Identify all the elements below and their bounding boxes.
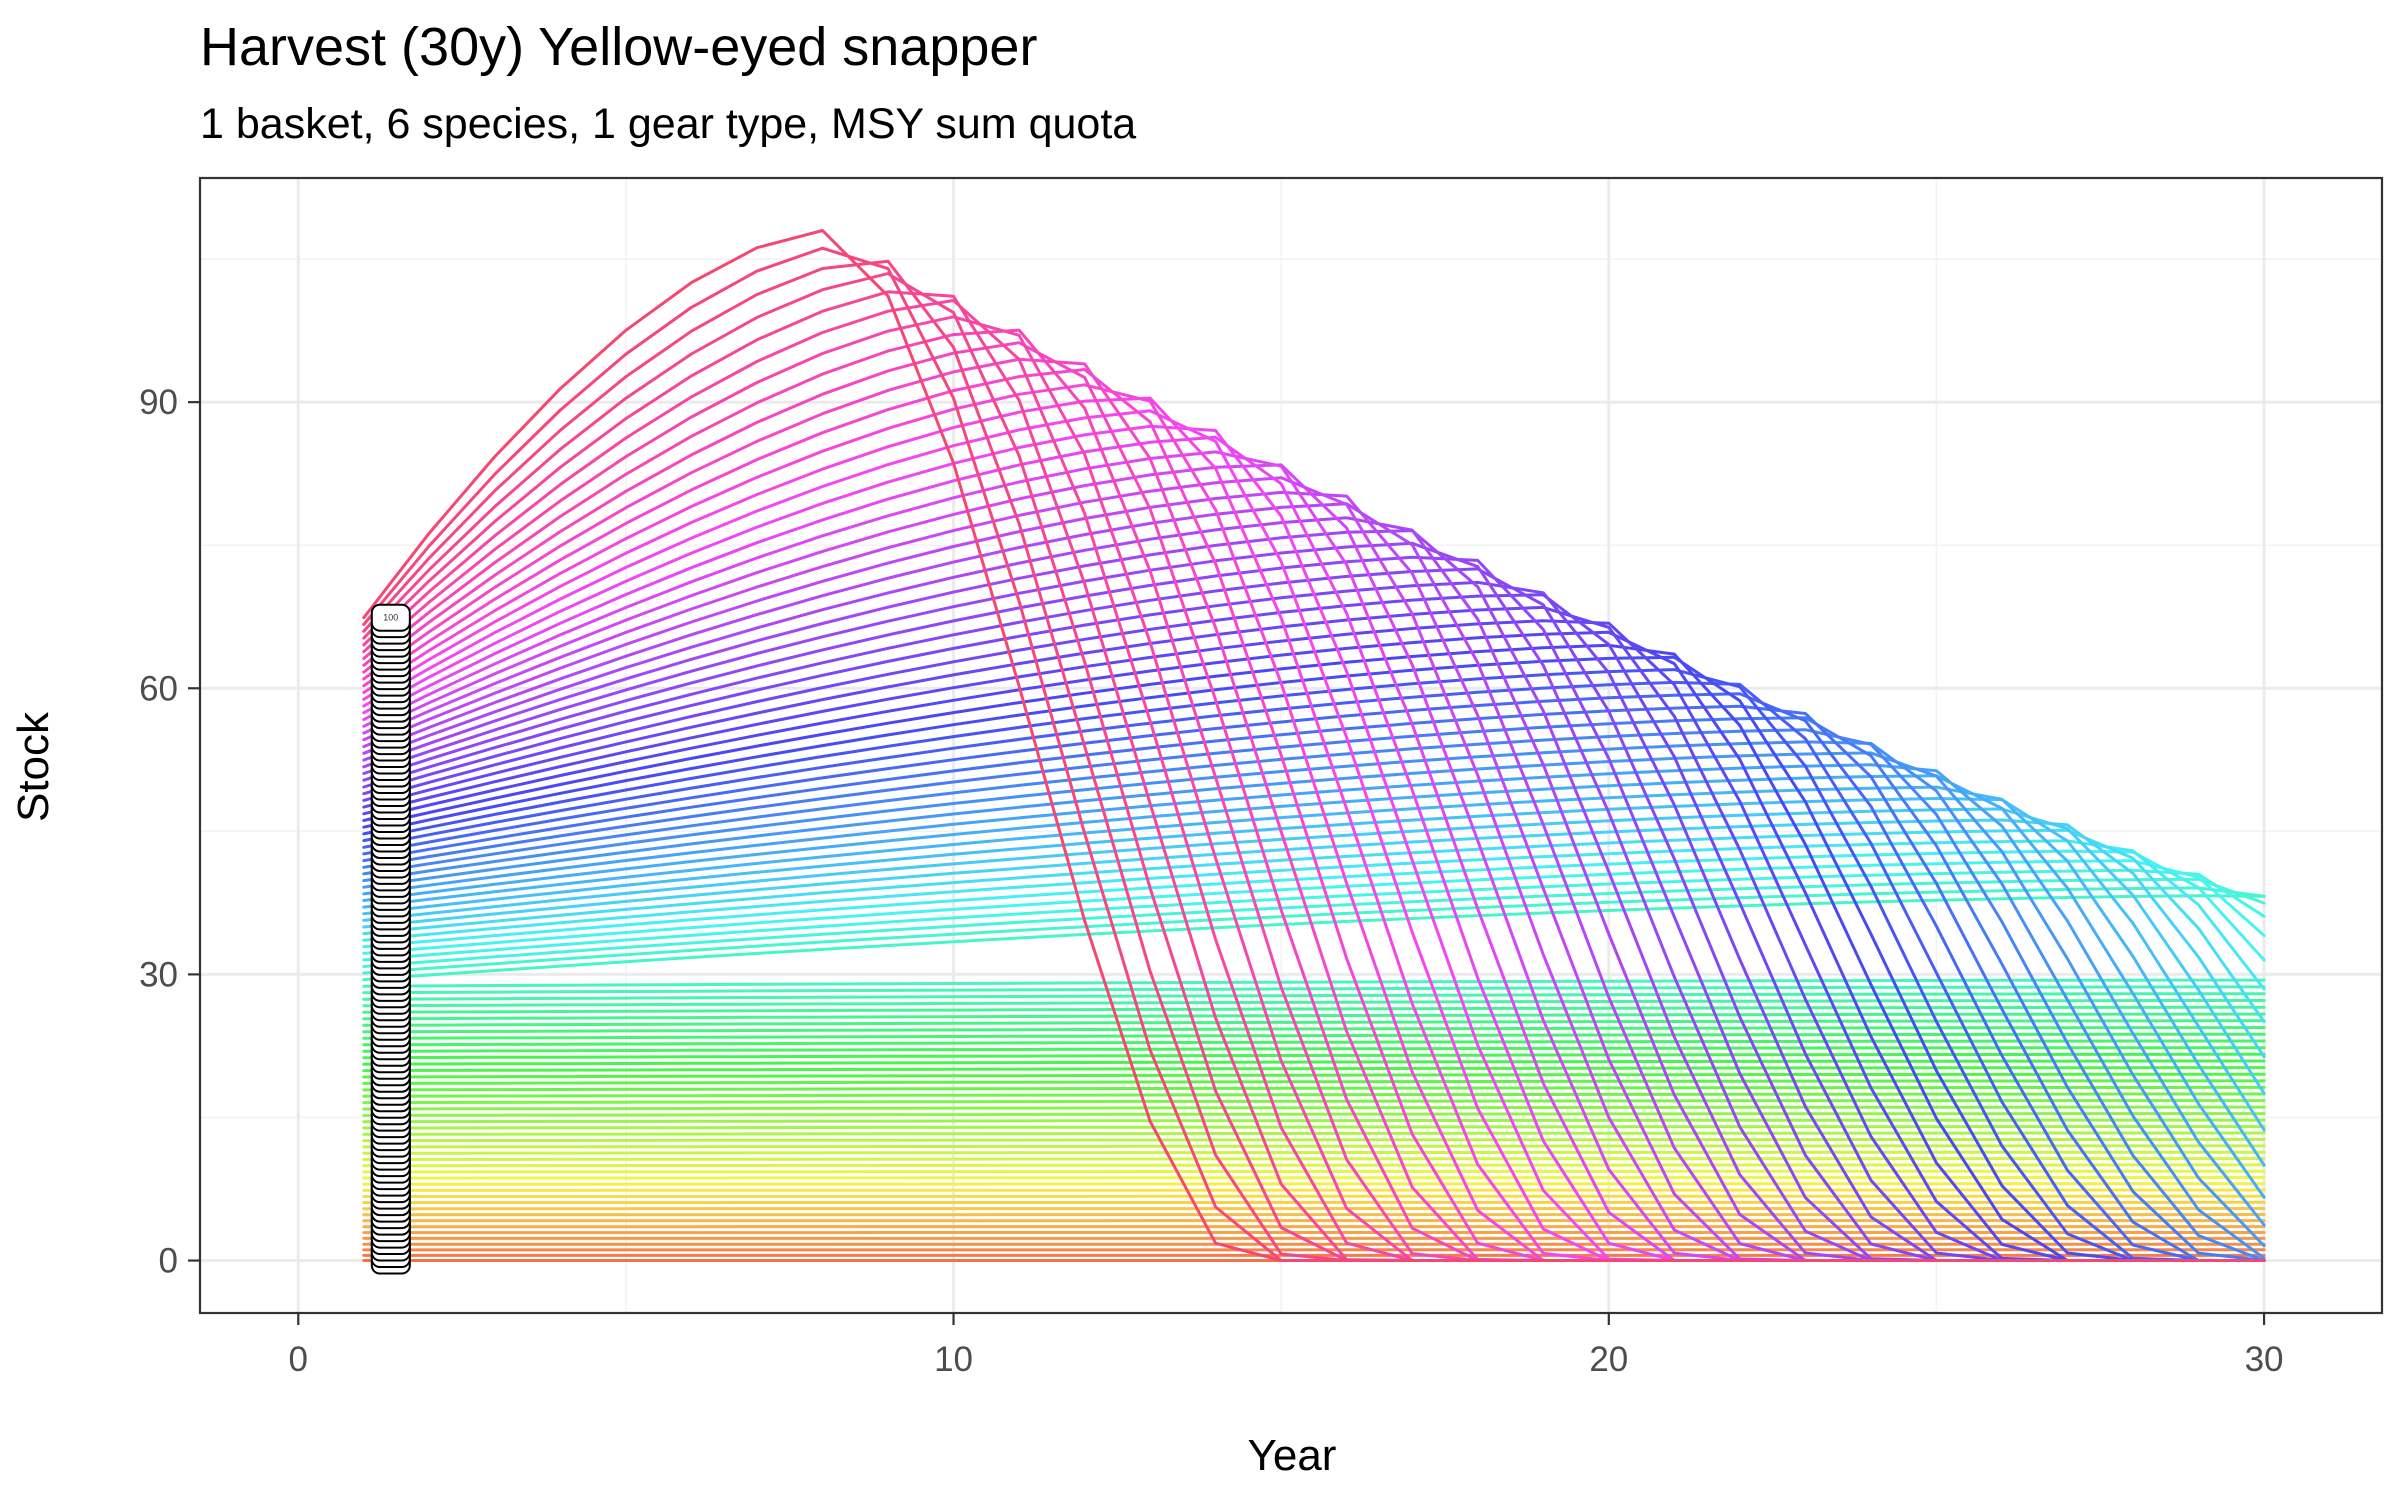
series-line-59 (362, 763, 2266, 1227)
series-line-18 (362, 1157, 2266, 1161)
series-line-46 (362, 894, 2266, 982)
series-line-61 (362, 740, 2266, 1260)
y-tick-label: 90 (139, 383, 178, 422)
series-line-38 (362, 1026, 2266, 1034)
series-line-45 (362, 978, 2266, 988)
series-line-19 (362, 1150, 2266, 1155)
series-line-62 (362, 728, 2266, 1262)
series-line-28 (362, 1092, 2266, 1098)
y-tick-label: 30 (139, 955, 178, 994)
series-line-52 (362, 839, 2266, 991)
series-start-label-text: 100 (383, 613, 398, 623)
series-line-33 (362, 1059, 2266, 1066)
series-line-47 (362, 886, 2266, 975)
series-line-24 (362, 1118, 2266, 1124)
series-line-44 (362, 985, 2266, 995)
plot-panel-border (198, 176, 2384, 1315)
series-line-65 (362, 692, 2266, 1262)
series-line-68 (362, 655, 2266, 1262)
series-line-51 (362, 849, 2266, 962)
series-line-63 (362, 716, 2266, 1262)
chart-subtitle: 1 basket, 6 species, 1 gear type, MSY su… (200, 100, 1136, 148)
series-line-37 (362, 1032, 2266, 1040)
series-line-69 (362, 643, 2266, 1262)
x-tick-label: 20 (1589, 1340, 1628, 1379)
axis-layer: 0 10 20 30 0 30 60 90 (139, 383, 2283, 1379)
series-line-55 (362, 807, 2266, 1095)
series-line-72 (362, 605, 2266, 1262)
series-line-16 (362, 1169, 2266, 1174)
series-line-34 (362, 1052, 2266, 1060)
series-start-label-100 (370, 603, 411, 632)
point-label-layer: 100 (370, 603, 411, 1275)
series-line-25 (362, 1112, 2266, 1117)
series-line-40 (362, 1012, 2266, 1021)
series-line-100 (362, 229, 2266, 1262)
series-line-15 (362, 1176, 2266, 1180)
series-line-17 (362, 1163, 2266, 1168)
series-line-27 (362, 1099, 2266, 1105)
x-axis-title: Year (1248, 1431, 1337, 1480)
series-line-48 (362, 877, 2266, 968)
series-line-66 (362, 680, 2266, 1262)
series-line-64 (362, 704, 2266, 1262)
y-axis-title: Stock (9, 711, 58, 822)
x-tick-label: 30 (2245, 1340, 2284, 1379)
series-line-21 (362, 1137, 2266, 1143)
y-tick-label: 60 (139, 669, 178, 708)
x-tick-label: 10 (934, 1340, 973, 1379)
chart-title: Harvest (30y) Yellow-eyed snapper (200, 17, 1037, 77)
series-line-32 (362, 1066, 2266, 1073)
x-tick-label: 0 (289, 1340, 308, 1379)
series-line-56 (362, 797, 2266, 1132)
series-line-49 (362, 868, 2266, 962)
series-line-54 (362, 818, 2266, 1059)
series-layer (362, 229, 2266, 1262)
series-line-73 (362, 593, 2266, 1262)
series-line-20 (362, 1144, 2266, 1149)
series-line-67 (362, 668, 2266, 1262)
series-line-71 (362, 619, 2266, 1262)
y-tick-label: 0 (159, 1242, 178, 1281)
series-line-30 (362, 1079, 2266, 1085)
series-line-35 (362, 1046, 2266, 1053)
series-line-26 (362, 1105, 2266, 1111)
series-line-39 (362, 1019, 2266, 1027)
series-line-23 (362, 1125, 2266, 1130)
